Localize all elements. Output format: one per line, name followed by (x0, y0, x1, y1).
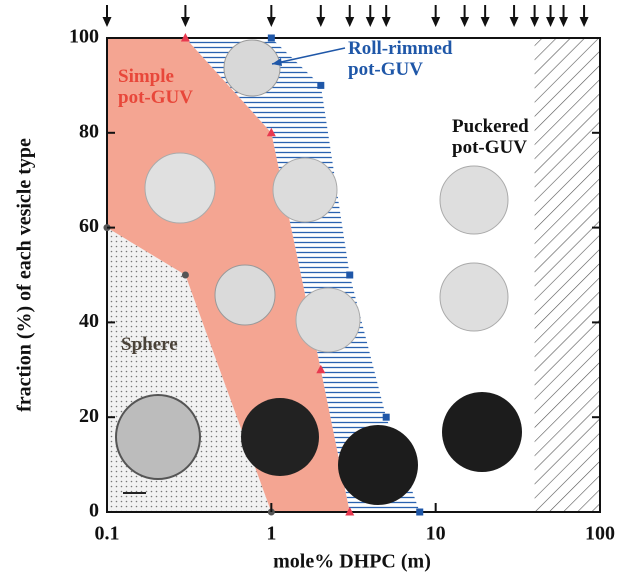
vesicle-photo (116, 395, 200, 479)
arrow-head (530, 17, 539, 27)
y-tick-label: 0 (89, 500, 99, 522)
arrow-head (546, 17, 555, 27)
y-tick-label: 60 (79, 215, 99, 237)
annotation-line: pot-GUV (452, 137, 527, 158)
arrow-head (316, 17, 325, 27)
arrow-head (460, 17, 469, 27)
x-tick-label: 10 (426, 523, 446, 545)
vesicle-photo (224, 40, 280, 96)
arrow-head (366, 17, 375, 27)
x-tick-label: 100 (585, 523, 615, 545)
boundary-point (383, 414, 390, 421)
x-tick-label: 0.1 (95, 523, 120, 545)
vesicle-photo (296, 288, 360, 352)
chart: mole% DHPC (m) fraction (%) of each vesi… (0, 0, 625, 579)
vesicle-photo (145, 153, 215, 223)
vesicle-photo (442, 392, 522, 472)
annotation-line: Puckered (452, 116, 529, 137)
arrow-head (431, 17, 440, 27)
vesicle-photo (273, 158, 337, 222)
arrow-head (481, 17, 490, 27)
vesicle-photo (241, 398, 319, 476)
arrow-head (559, 17, 568, 27)
arrow-head (510, 17, 519, 27)
vesicle-photo (215, 265, 275, 325)
annotation-line: Sphere (121, 334, 178, 355)
y-tick-label: 100 (69, 26, 99, 48)
arrow-head (580, 17, 589, 27)
arrow-head (345, 17, 354, 27)
annotation-line: pot-GUV (348, 59, 423, 80)
vesicle-photo (338, 425, 418, 505)
boundary-point (416, 509, 423, 516)
annotation-line: pot-GUV (118, 87, 193, 108)
arrow-head (267, 17, 276, 27)
annotation-line: Simple (118, 66, 174, 87)
vesicle-photo (440, 263, 508, 331)
annotation: Sphere (121, 334, 178, 355)
hatched-region (535, 38, 600, 512)
x-axis-label: mole% DHPC (m) (273, 551, 431, 573)
arrow-head (382, 17, 391, 27)
arrow-head (103, 17, 112, 27)
boundary-point (268, 35, 275, 42)
vesicle-photo (440, 166, 508, 234)
boundary-point (346, 272, 353, 279)
annotation-line: Roll-rimmed (348, 38, 453, 59)
y-tick-label: 40 (79, 310, 99, 332)
boundary-point (317, 82, 324, 89)
y-axis-label: fraction (%) of each vesicle type (14, 138, 36, 412)
arrow-head (181, 17, 190, 27)
x-tick-label: 1 (266, 523, 276, 545)
boundary-point (182, 272, 189, 279)
y-tick-label: 80 (79, 120, 99, 142)
y-tick-label: 20 (79, 405, 99, 427)
